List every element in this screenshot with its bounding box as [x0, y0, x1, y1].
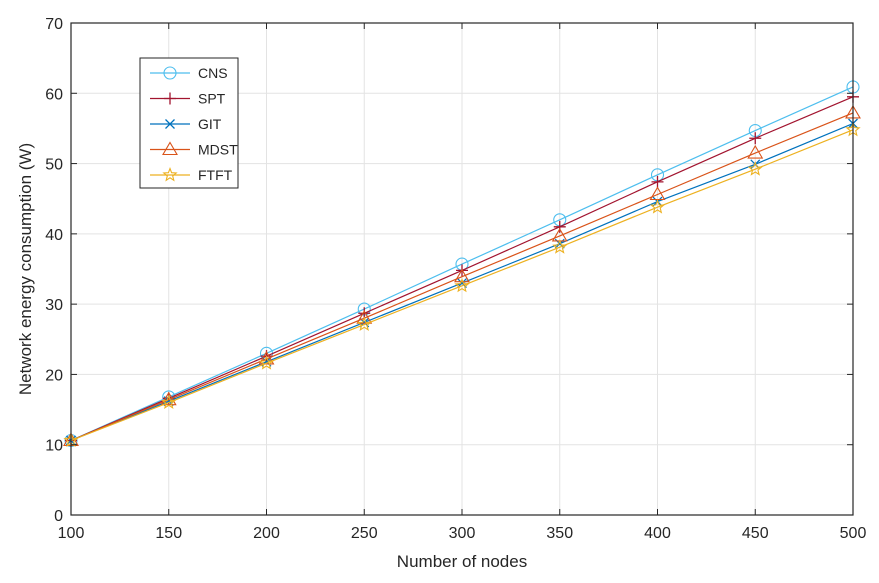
- legend-label: FTFT: [198, 167, 233, 183]
- series-ftft: [63, 121, 861, 448]
- series-line-cns: [70, 86, 854, 442]
- y-tick-label: 60: [45, 86, 63, 103]
- data-point: [747, 144, 764, 159]
- x-tick-label: 300: [449, 525, 476, 542]
- y-tick-label: 10: [45, 438, 63, 455]
- data-point: [356, 316, 372, 332]
- axes: 100 150 200 250 300 350 400 450 500 0 10 20 30 40 50 60…: [45, 16, 866, 542]
- legend-label: GIT: [198, 116, 222, 132]
- legend-label: MDST: [198, 142, 238, 158]
- legend-box: [139, 57, 239, 189]
- data-point: [553, 220, 566, 233]
- data-point: [161, 394, 177, 410]
- data-point: [454, 268, 470, 283]
- x-tick-label: 100: [58, 525, 85, 542]
- x-axis-label: Number of nodes: [397, 552, 527, 571]
- legend-marker-star-icon: [162, 166, 178, 182]
- legend-label: SPT: [198, 91, 226, 107]
- x-tick-label: 250: [351, 525, 378, 542]
- y-tick-label: 40: [45, 227, 63, 244]
- y-tick-label: 50: [45, 157, 63, 174]
- series-line-ftft: [70, 129, 854, 442]
- legend-marker-plus-icon: [164, 92, 176, 105]
- x-tick-label: 350: [546, 525, 573, 542]
- data-point: [552, 239, 568, 254]
- axes-box: [70, 22, 854, 516]
- data-point: [651, 175, 664, 188]
- x-tick-label: 450: [742, 525, 769, 542]
- y-axis-label: Network energy consumption (W): [16, 143, 35, 395]
- data-point: [649, 199, 666, 214]
- y-tick-label: 20: [45, 367, 63, 384]
- data-point: [258, 350, 275, 365]
- y-tick-label: 70: [45, 16, 63, 33]
- data-point: [258, 355, 275, 370]
- x-tick-label: 150: [155, 525, 182, 542]
- x-tick-label: 200: [253, 525, 280, 542]
- y-tick-label: 30: [45, 297, 63, 314]
- data-point: [454, 277, 470, 293]
- data-point: [356, 310, 373, 324]
- data-point: [747, 161, 763, 176]
- x-tick-label: 400: [644, 525, 671, 542]
- legend-marker-triangle-icon: [162, 141, 178, 156]
- series-group: [63, 80, 861, 448]
- legend-marker-circle-icon: [163, 66, 177, 80]
- data-point: [749, 132, 762, 145]
- series-line-mdst: [70, 112, 854, 442]
- legend-marker-x-icon: [165, 119, 175, 129]
- legend-label: CNS: [198, 65, 228, 81]
- x-tick-label: 500: [840, 525, 867, 542]
- y-tick-label: 0: [54, 508, 63, 525]
- legend: CNS SPT GIT MDST FTFT: [139, 57, 239, 189]
